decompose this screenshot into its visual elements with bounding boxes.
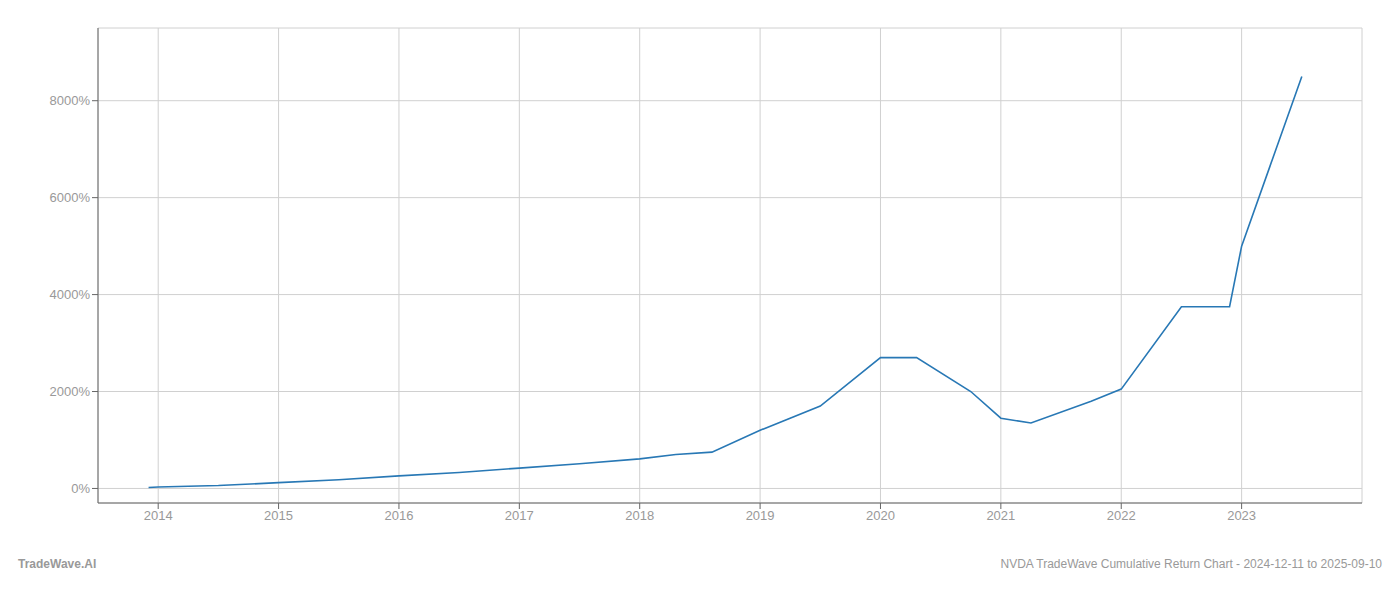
svg-text:2022: 2022 [1107,508,1136,523]
html-text:NVDA TradeWave Cumulative Retu: NVDA TradeWave Cumulative Return Chart -… [1000,557,1382,571]
svg-text:2015: 2015 [264,508,293,523]
svg-text:0%: 0% [71,481,90,496]
svg-text:2016: 2016 [384,508,413,523]
svg-text:2014: 2014 [144,508,173,523]
svg-text:4000%: 4000% [50,287,91,302]
svg-text:2023: 2023 [1227,508,1256,523]
svg-text:6000%: 6000% [50,190,91,205]
svg-text:2000%: 2000% [50,384,91,399]
svg-text:2017: 2017 [505,508,534,523]
svg-text:2020: 2020 [866,508,895,523]
svg-text:2019: 2019 [746,508,775,523]
html-text:TradeWave.AI: TradeWave.AI [18,557,97,571]
svg-text:8000%: 8000% [50,93,91,108]
svg-text:2018: 2018 [625,508,654,523]
svg-text:2021: 2021 [986,508,1015,523]
